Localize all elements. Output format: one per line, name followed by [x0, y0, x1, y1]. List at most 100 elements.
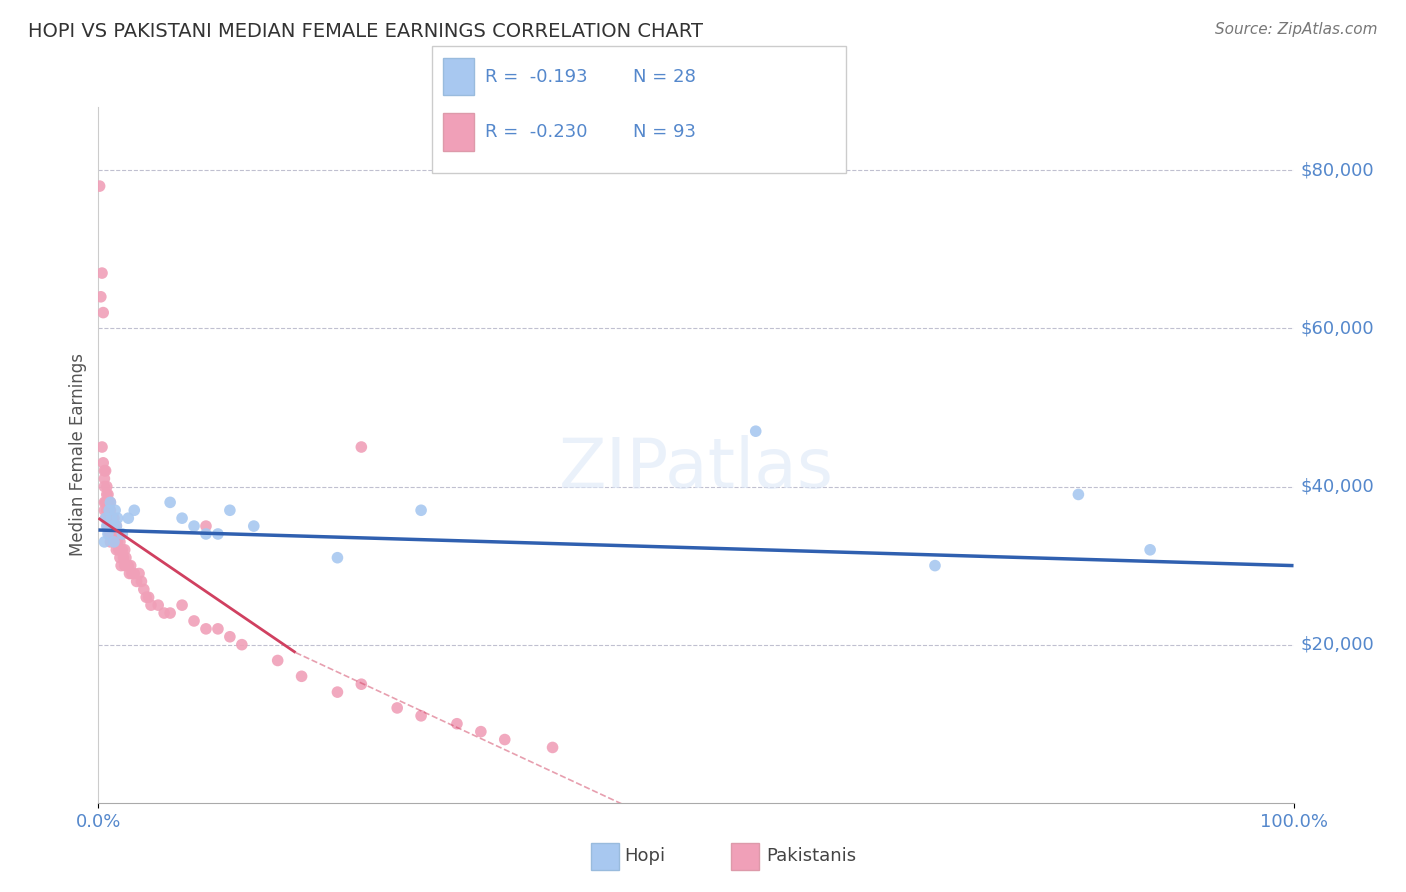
Point: [194, 527, 217, 541]
Point: [110, 542, 132, 557]
Point: [924, 558, 946, 573]
Point: [231, 638, 253, 652]
Point: [124, 503, 146, 517]
Point: [172, 511, 194, 525]
Point: [98, 535, 122, 549]
Point: [411, 708, 433, 723]
Point: [207, 622, 229, 636]
Point: [93, 479, 115, 493]
Point: [494, 732, 516, 747]
Point: [385, 701, 409, 715]
Point: [94, 511, 117, 525]
Point: [104, 527, 127, 541]
Point: [207, 527, 229, 541]
Point: [117, 511, 139, 525]
Point: [100, 511, 122, 525]
Point: [139, 598, 162, 612]
Text: HOPI VS PAKISTANI MEDIAN FEMALE EARNINGS CORRELATION CHART: HOPI VS PAKISTANI MEDIAN FEMALE EARNINGS…: [28, 22, 703, 41]
Point: [125, 574, 148, 589]
Y-axis label: Median Female Earnings: Median Female Earnings: [69, 353, 87, 557]
Point: [91, 266, 114, 280]
Point: [91, 440, 114, 454]
Point: [103, 519, 125, 533]
Point: [93, 472, 115, 486]
Point: [94, 495, 117, 509]
Point: [94, 464, 117, 478]
Point: [96, 503, 118, 517]
Point: [105, 535, 128, 549]
Point: [97, 511, 120, 525]
Point: [105, 527, 128, 541]
Point: [100, 527, 122, 541]
Point: [1067, 487, 1090, 501]
Text: $20,000: $20,000: [1301, 636, 1374, 654]
Point: [219, 503, 242, 517]
Point: [111, 527, 134, 541]
Point: [267, 653, 290, 667]
Point: [108, 550, 131, 565]
Point: [115, 550, 138, 565]
Point: [159, 606, 181, 620]
Point: [96, 487, 118, 501]
Point: [107, 527, 129, 541]
Text: Hopi: Hopi: [624, 847, 665, 865]
Point: [114, 542, 136, 557]
Point: [104, 535, 127, 549]
Point: [107, 542, 129, 557]
Point: [114, 558, 136, 573]
Point: [101, 519, 124, 533]
Point: [111, 542, 134, 557]
Point: [326, 550, 349, 565]
Point: [120, 558, 142, 573]
Point: [90, 290, 112, 304]
Point: [98, 519, 122, 533]
Point: [94, 511, 117, 525]
Point: [105, 519, 128, 533]
Point: [103, 511, 125, 525]
Point: [98, 511, 121, 525]
Point: [219, 630, 242, 644]
Point: [96, 519, 118, 533]
Text: Source: ZipAtlas.com: Source: ZipAtlas.com: [1215, 22, 1378, 37]
Point: [128, 566, 150, 581]
Point: [194, 622, 217, 636]
Text: N = 93: N = 93: [633, 123, 696, 141]
Point: [446, 716, 468, 731]
Point: [93, 495, 115, 509]
Point: [124, 566, 146, 581]
Point: [745, 424, 768, 438]
Point: [97, 519, 120, 533]
Text: R =  -0.230: R = -0.230: [485, 123, 588, 141]
Point: [98, 503, 121, 517]
Point: [98, 503, 121, 517]
Point: [290, 669, 312, 683]
Point: [96, 495, 118, 509]
Point: [138, 591, 160, 605]
Point: [105, 519, 128, 533]
Point: [112, 550, 135, 565]
Point: [183, 614, 205, 628]
Point: [101, 511, 124, 525]
Point: [1139, 542, 1161, 557]
Point: [107, 535, 129, 549]
Point: [107, 527, 129, 541]
Point: [100, 519, 122, 533]
Point: [470, 724, 492, 739]
Point: [194, 519, 217, 533]
Point: [97, 487, 120, 501]
Point: [98, 511, 122, 525]
Point: [105, 542, 128, 557]
Text: Pakistanis: Pakistanis: [766, 847, 856, 865]
Point: [153, 606, 176, 620]
Point: [101, 519, 124, 533]
Text: N = 28: N = 28: [633, 68, 696, 86]
Text: ZIPatlas: ZIPatlas: [558, 435, 834, 502]
Point: [97, 503, 120, 517]
Point: [104, 503, 127, 517]
Point: [93, 464, 115, 478]
Point: [93, 503, 115, 517]
Text: $80,000: $80,000: [1301, 161, 1374, 179]
Point: [98, 503, 122, 517]
Point: [326, 685, 349, 699]
Point: [541, 740, 564, 755]
